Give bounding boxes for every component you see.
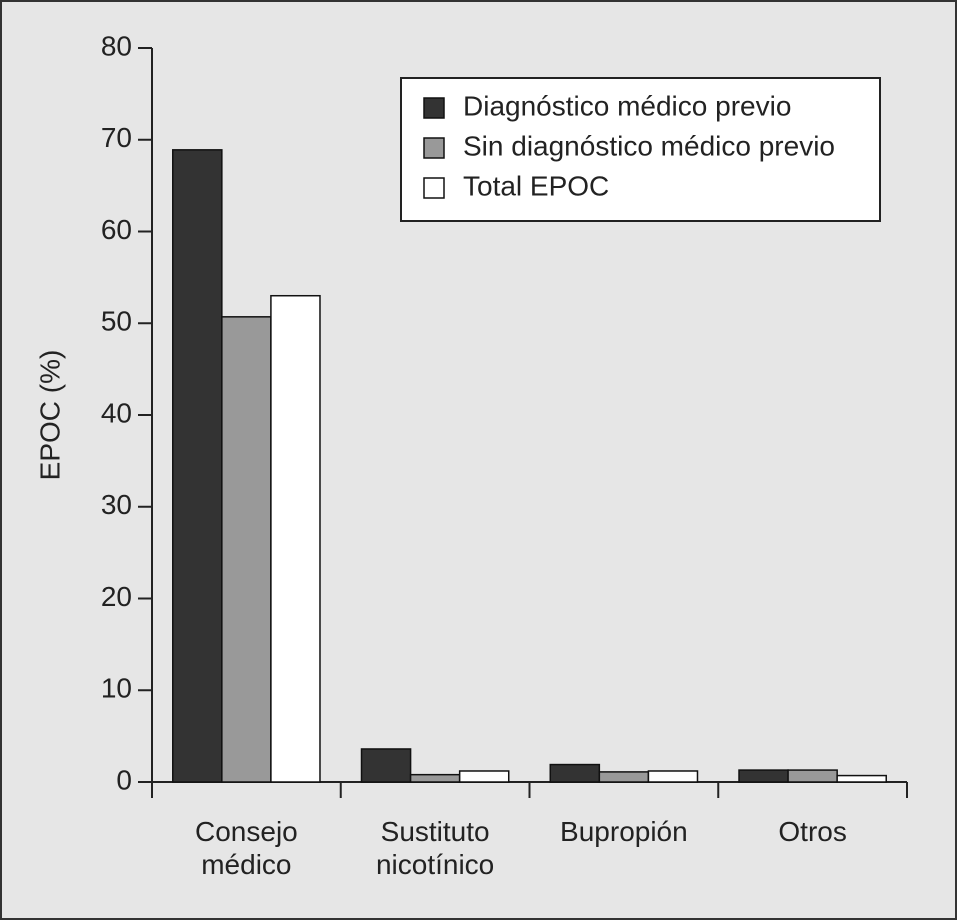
legend-swatch: [423, 177, 445, 199]
bar: [598, 771, 650, 783]
bar: [458, 770, 510, 783]
bar: [221, 316, 272, 783]
legend-label: Diagnóstico médico previo: [463, 90, 791, 121]
bar: [647, 770, 699, 783]
bar: [409, 773, 461, 783]
y-tick-label: 0: [116, 764, 132, 795]
bar: [836, 774, 887, 783]
y-tick-label: 70: [101, 122, 132, 153]
bar: [549, 763, 601, 783]
x-tick-label: Consejo médico: [195, 816, 298, 880]
y-tick-label: 80: [101, 30, 132, 61]
legend-swatch: [423, 97, 445, 119]
y-tick-label: 30: [101, 489, 132, 520]
x-tick-label: Otros: [778, 816, 847, 847]
legend-label: Sin diagnóstico médico previo: [463, 130, 835, 161]
legend-label: Total EPOC: [463, 170, 609, 201]
y-tick-label: 50: [101, 306, 132, 337]
bar: [172, 149, 223, 783]
y-axis-label: EPOC (%): [34, 350, 65, 481]
bar: [270, 294, 321, 783]
bar: [360, 748, 412, 783]
bar: [787, 769, 838, 783]
y-tick-label: 10: [101, 673, 132, 704]
y-tick-label: 20: [101, 581, 132, 612]
legend-swatch: [423, 137, 445, 159]
x-tick-label: Bupropión: [560, 816, 688, 847]
x-tick-label: Sustituto nicotínico: [375, 816, 495, 880]
legend-box: [400, 77, 881, 222]
bar: [738, 769, 789, 783]
y-tick-label: 40: [101, 397, 132, 428]
y-tick-label: 60: [101, 214, 132, 245]
